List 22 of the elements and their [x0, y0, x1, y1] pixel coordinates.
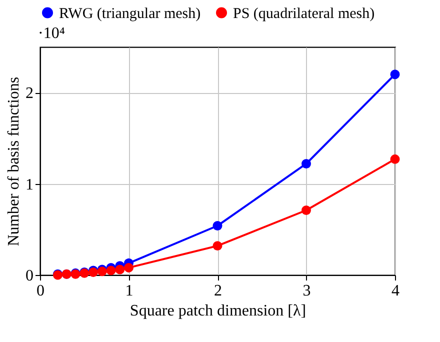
point: [390, 70, 400, 80]
y-axis-title: Number of basis functions: [6, 76, 22, 246]
point: [302, 206, 311, 215]
x-tick-label: 4: [392, 282, 400, 300]
y-tick-label: 2: [26, 85, 34, 102]
point: [390, 154, 400, 164]
x-tick-label: 1: [125, 282, 134, 300]
point: [212, 221, 222, 230]
y-tick-label: 0: [26, 268, 34, 284]
point: [115, 264, 125, 274]
point: [302, 159, 311, 168]
x-tick-label: 3: [302, 282, 311, 300]
x-tick-label: 2: [214, 282, 222, 300]
point: [106, 266, 116, 276]
y-tick-label: 1: [26, 176, 34, 194]
point: [124, 262, 134, 272]
text: ·10⁴: [38, 25, 66, 42]
x-tick-label: 0: [36, 282, 44, 300]
x-axis-title: Square patch dimension [λ]: [130, 302, 306, 320]
legend-label: RWG (triangular mesh): [59, 6, 201, 22]
legend-label: PS (quadrilateral mesh): [233, 6, 375, 22]
point: [212, 241, 222, 251]
